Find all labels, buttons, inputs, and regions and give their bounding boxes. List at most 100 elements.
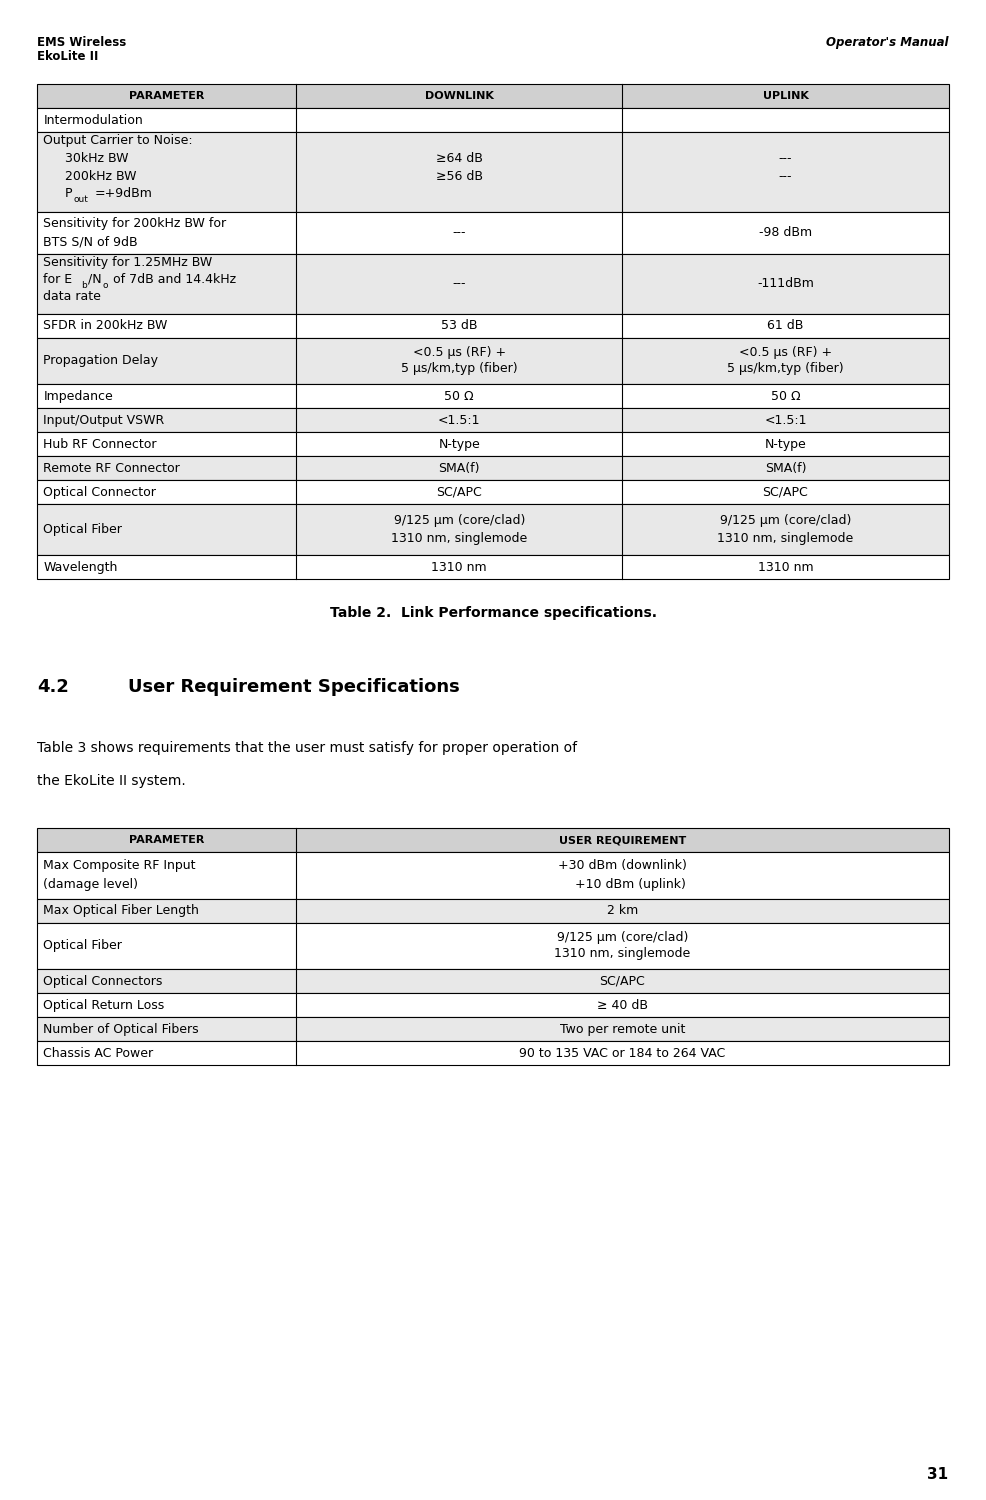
Bar [37, 338, 949, 384]
Text: 1310 nm, singlemode: 1310 nm, singlemode [391, 531, 528, 544]
Text: DOWNLINK: DOWNLINK [425, 92, 494, 100]
Text: Max Optical Fiber Length: Max Optical Fiber Length [43, 904, 199, 916]
Text: of 7dB and 14.4kHz: of 7dB and 14.4kHz [109, 273, 237, 285]
Bar [37, 254, 949, 314]
Text: Table 2.  Link Performance specifications.: Table 2. Link Performance specifications… [329, 606, 657, 619]
Text: Wavelength: Wavelength [43, 561, 117, 573]
Bar [37, 922, 949, 969]
Text: <1.5:1: <1.5:1 [438, 414, 480, 426]
Text: 200kHz BW: 200kHz BW [65, 170, 137, 183]
Text: 90 to 135 VAC or 184 to 264 VAC: 90 to 135 VAC or 184 to 264 VAC [520, 1047, 726, 1059]
Bar [37, 898, 949, 922]
Bar [37, 480, 949, 504]
Text: ---: --- [779, 152, 792, 165]
Text: (damage level): (damage level) [43, 878, 138, 891]
Text: SMA(f): SMA(f) [765, 462, 807, 474]
Text: +30 dBm (downlink): +30 dBm (downlink) [558, 859, 687, 873]
Text: /N: /N [88, 273, 102, 285]
Text: Optical Return Loss: Optical Return Loss [43, 999, 165, 1011]
Bar [37, 555, 949, 579]
Text: <0.5 μs (RF) +: <0.5 μs (RF) + [413, 346, 506, 360]
Text: out: out [74, 195, 89, 204]
Text: 1310 nm: 1310 nm [757, 561, 813, 573]
Text: User Requirement Specifications: User Requirement Specifications [128, 678, 459, 696]
Text: Optical Fiber: Optical Fiber [43, 524, 122, 536]
Text: 4.2: 4.2 [37, 678, 69, 696]
Text: 50 Ω: 50 Ω [445, 390, 474, 402]
Text: Hub RF Connector: Hub RF Connector [43, 438, 157, 450]
Text: ---: --- [453, 226, 466, 238]
Text: Intermodulation: Intermodulation [43, 114, 143, 126]
Bar [37, 108, 949, 132]
Text: SMA(f): SMA(f) [439, 462, 480, 474]
Text: EMS Wireless: EMS Wireless [37, 36, 127, 50]
Bar [37, 456, 949, 480]
Bar [37, 384, 949, 408]
Text: 61 dB: 61 dB [767, 320, 804, 332]
Bar [37, 1041, 949, 1065]
Text: PARAMETER: PARAMETER [129, 836, 204, 844]
Text: the EkoLite II system.: the EkoLite II system. [37, 774, 186, 788]
Text: Operator's Manual: Operator's Manual [826, 36, 949, 50]
Text: 9/125 μm (core/clad): 9/125 μm (core/clad) [557, 932, 688, 945]
Text: o: o [103, 280, 108, 290]
Text: -98 dBm: -98 dBm [759, 226, 812, 238]
Text: Two per remote unit: Two per remote unit [560, 1023, 685, 1035]
Text: 1310 nm, singlemode: 1310 nm, singlemode [718, 531, 854, 544]
Bar [37, 852, 949, 898]
Text: for E: for E [43, 273, 73, 285]
Text: Max Composite RF Input: Max Composite RF Input [43, 859, 196, 873]
Text: ---: --- [453, 278, 466, 290]
Text: Sensitivity for 1.25MHz BW: Sensitivity for 1.25MHz BW [43, 255, 213, 268]
Text: 50 Ω: 50 Ω [771, 390, 801, 402]
Text: EkoLite II: EkoLite II [37, 50, 99, 63]
Text: 5 μs/km,typ (fiber): 5 μs/km,typ (fiber) [401, 362, 518, 375]
Text: N-type: N-type [764, 438, 807, 450]
Text: N-type: N-type [439, 438, 480, 450]
Bar [37, 314, 949, 338]
Text: Optical Connectors: Optical Connectors [43, 975, 163, 987]
Text: SC/APC: SC/APC [437, 486, 482, 498]
Text: ---: --- [779, 170, 792, 183]
Bar [37, 84, 949, 108]
Text: Propagation Delay: Propagation Delay [43, 354, 159, 368]
Text: Impedance: Impedance [43, 390, 113, 402]
Text: Output Carrier to Noise:: Output Carrier to Noise: [43, 135, 193, 147]
Bar [37, 504, 949, 555]
Text: 9/125 μm (core/clad): 9/125 μm (core/clad) [720, 514, 851, 528]
Text: ≥ 40 dB: ≥ 40 dB [597, 999, 648, 1011]
Text: PARAMETER: PARAMETER [129, 92, 204, 100]
Text: Sensitivity for 200kHz BW for: Sensitivity for 200kHz BW for [43, 217, 227, 229]
Text: =+9dBm: =+9dBm [95, 188, 153, 201]
Text: 31: 31 [928, 1467, 949, 1482]
Text: 30kHz BW: 30kHz BW [65, 152, 128, 165]
Text: 2 km: 2 km [606, 904, 638, 916]
Text: ≥56 dB: ≥56 dB [436, 170, 483, 183]
Text: USER REQUIREMENT: USER REQUIREMENT [559, 836, 686, 844]
Text: 5 μs/km,typ (fiber): 5 μs/km,typ (fiber) [727, 362, 844, 375]
Text: <1.5:1: <1.5:1 [764, 414, 807, 426]
Text: Remote RF Connector: Remote RF Connector [43, 462, 180, 474]
Text: 1310 nm, singlemode: 1310 nm, singlemode [554, 946, 690, 960]
Text: +10 dBm (uplink): +10 dBm (uplink) [559, 878, 686, 891]
Text: 1310 nm: 1310 nm [432, 561, 487, 573]
Bar [37, 993, 949, 1017]
Text: SC/APC: SC/APC [762, 486, 809, 498]
Text: Optical Fiber: Optical Fiber [43, 939, 122, 952]
Text: Optical Connector: Optical Connector [43, 486, 156, 498]
Text: ≥64 dB: ≥64 dB [436, 152, 483, 165]
Text: 53 dB: 53 dB [441, 320, 477, 332]
Text: b: b [81, 280, 87, 290]
Bar [37, 132, 949, 212]
Bar [37, 1017, 949, 1041]
Bar [37, 432, 949, 456]
Text: SC/APC: SC/APC [599, 975, 645, 987]
Text: Chassis AC Power: Chassis AC Power [43, 1047, 154, 1059]
Text: Input/Output VSWR: Input/Output VSWR [43, 414, 165, 426]
Text: <0.5 μs (RF) +: <0.5 μs (RF) + [739, 346, 832, 360]
Text: SFDR in 200kHz BW: SFDR in 200kHz BW [43, 320, 168, 332]
Text: 9/125 μm (core/clad): 9/125 μm (core/clad) [393, 514, 525, 528]
Text: -111dBm: -111dBm [757, 278, 813, 290]
Bar [37, 969, 949, 993]
Text: Number of Optical Fibers: Number of Optical Fibers [43, 1023, 199, 1035]
